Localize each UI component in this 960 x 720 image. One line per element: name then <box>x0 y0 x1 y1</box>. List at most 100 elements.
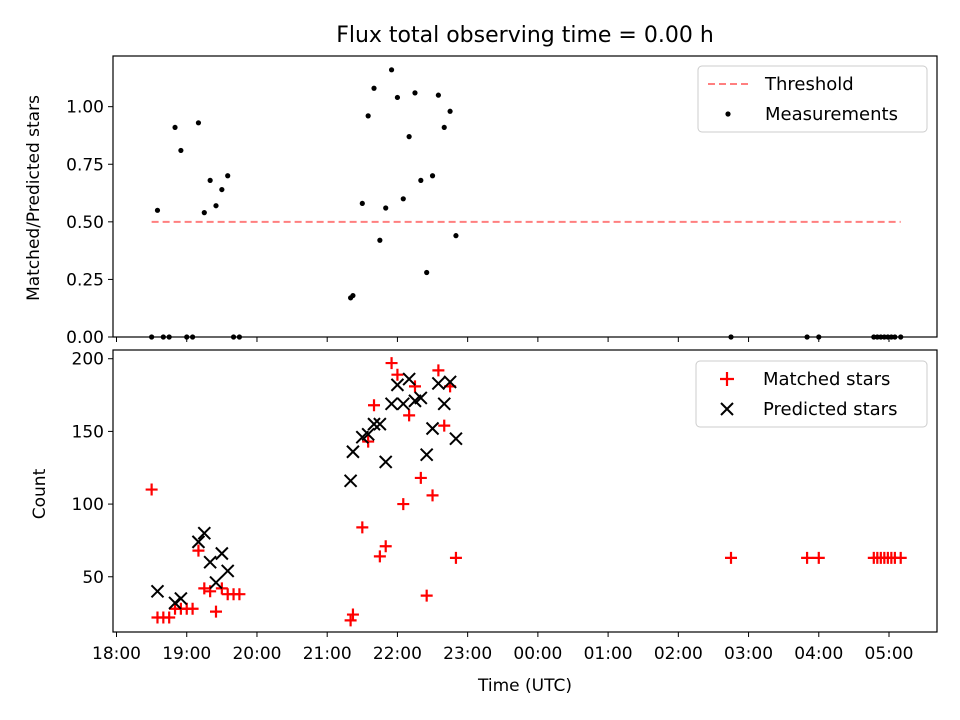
top-y-tick-label: 0.00 <box>66 328 104 348</box>
matched-star-point <box>192 544 205 557</box>
matched-star-point <box>373 550 386 563</box>
predicted-star-point <box>215 546 229 561</box>
measurement-point <box>172 124 178 131</box>
x-tick-label: 02:00 <box>654 644 703 664</box>
measurement-point <box>412 90 418 96</box>
measurement-point <box>406 134 412 140</box>
legend-matched-swatch <box>720 372 734 386</box>
measurement-point <box>424 269 430 276</box>
bottom-panel: Count Time (UTC) 50 100 150 200 18:00 19:00 20… <box>30 349 938 696</box>
measurement-point <box>441 124 447 131</box>
predicted-star-point <box>414 391 428 405</box>
matched-star-point <box>397 498 410 511</box>
predicted-star-point <box>419 447 434 462</box>
x-tick-label: 20:00 <box>232 644 281 664</box>
matched-star-point <box>894 551 907 564</box>
predicted-star-point <box>346 445 360 459</box>
predicted-star-point <box>402 372 416 386</box>
matched-star-point <box>408 380 421 393</box>
x-tick-label: 05:00 <box>865 644 914 664</box>
legend-measurements-label: Measurements <box>765 104 898 125</box>
predicted-star-point <box>209 575 223 590</box>
matched-star-point <box>356 521 369 534</box>
matched-star-point <box>186 602 199 615</box>
measurement-point <box>435 92 441 98</box>
measurement-point <box>365 113 371 119</box>
measurement-point <box>225 173 231 179</box>
matched-star-point <box>163 611 176 624</box>
x-tick-label: 00:00 <box>513 644 562 664</box>
x-tick-label: 03:00 <box>724 644 773 664</box>
top-legend-box <box>697 65 928 133</box>
matched-star-point <box>346 608 359 621</box>
matched-star-point <box>403 409 416 422</box>
top-y-tick-label: 1.00 <box>66 98 104 118</box>
x-axis-label: Time (UTC) <box>477 676 572 696</box>
matched-star-point <box>725 551 737 564</box>
measurement-point <box>207 177 213 183</box>
top-plot-frame <box>112 55 938 338</box>
bottom-plot-layer: 50 100 150 200 18:00 19:00 20:00 21:00 22:00 23:0… <box>72 350 914 664</box>
measurement-point <box>418 177 424 183</box>
predicted-star-point <box>191 535 206 549</box>
matched-star-point <box>391 368 404 381</box>
top-y-tick-label: 0.75 <box>66 155 104 175</box>
x-tick-label: 19:00 <box>162 644 211 664</box>
matched-star-point <box>812 551 825 564</box>
x-tick-label: 23:00 <box>443 644 492 664</box>
predicted-star-point <box>168 596 182 610</box>
measurement-point <box>388 67 395 73</box>
predicted-star-point <box>197 526 212 540</box>
predicted-star-point <box>220 564 235 578</box>
legend-matched-label: Matched stars <box>763 369 890 390</box>
predicted-star-point <box>443 375 457 389</box>
matched-star-point <box>426 489 439 502</box>
matched-star-point <box>210 605 222 618</box>
predicted-star-point <box>384 397 399 411</box>
predicted-star-point <box>437 397 451 411</box>
bottom-plot-frame <box>112 349 938 633</box>
matched-star-point <box>414 471 427 484</box>
predicted-star-point <box>431 376 446 391</box>
predicted-star-point <box>361 427 375 442</box>
matched-star-point <box>801 551 814 564</box>
predicted-star-point <box>373 417 387 431</box>
matched-star-point <box>432 364 445 377</box>
bottom-y-tick-label: 150 <box>72 422 104 442</box>
matched-star-point <box>438 419 451 432</box>
predicted-star-point <box>449 431 463 446</box>
bottom-y-tick-label: 200 <box>72 350 104 370</box>
measurement-point <box>453 233 459 239</box>
matched-star-point <box>362 435 375 448</box>
predicted-star-point <box>343 474 358 488</box>
predicted-star-point <box>150 584 165 599</box>
predicted-star-point <box>379 455 393 469</box>
measurement-point <box>377 237 383 243</box>
measurement-point <box>429 173 436 179</box>
x-tick-label: 22:00 <box>373 644 422 664</box>
top-y-tick-label: 0.25 <box>66 270 104 290</box>
matched-star-point <box>344 614 357 627</box>
predicted-star-point <box>390 378 405 392</box>
x-tick-label: 04:00 <box>794 644 843 664</box>
measurement-point <box>371 85 377 91</box>
measurement-point <box>383 205 389 211</box>
matched-star-point <box>385 357 398 370</box>
matched-star-point <box>420 589 433 602</box>
measurement-point <box>359 200 365 207</box>
legend-measurements-swatch <box>725 111 731 117</box>
measurement-point <box>195 120 202 126</box>
x-tick-label: 18:00 <box>92 644 141 664</box>
bottom-y-axis-label: Count <box>30 468 50 519</box>
predicted-star-point <box>425 421 440 436</box>
x-tick-label: 01:00 <box>584 644 633 664</box>
measurement-point <box>400 196 406 202</box>
predicted-star-point <box>174 591 188 606</box>
top-panel: Flux total observing time = 0.00 h Match… <box>24 23 938 348</box>
predicted-star-point <box>367 417 381 431</box>
matched-star-point <box>449 551 462 564</box>
measurement-point <box>394 94 401 101</box>
legend-predicted-swatch <box>720 402 734 416</box>
matched-star-point <box>233 588 246 601</box>
